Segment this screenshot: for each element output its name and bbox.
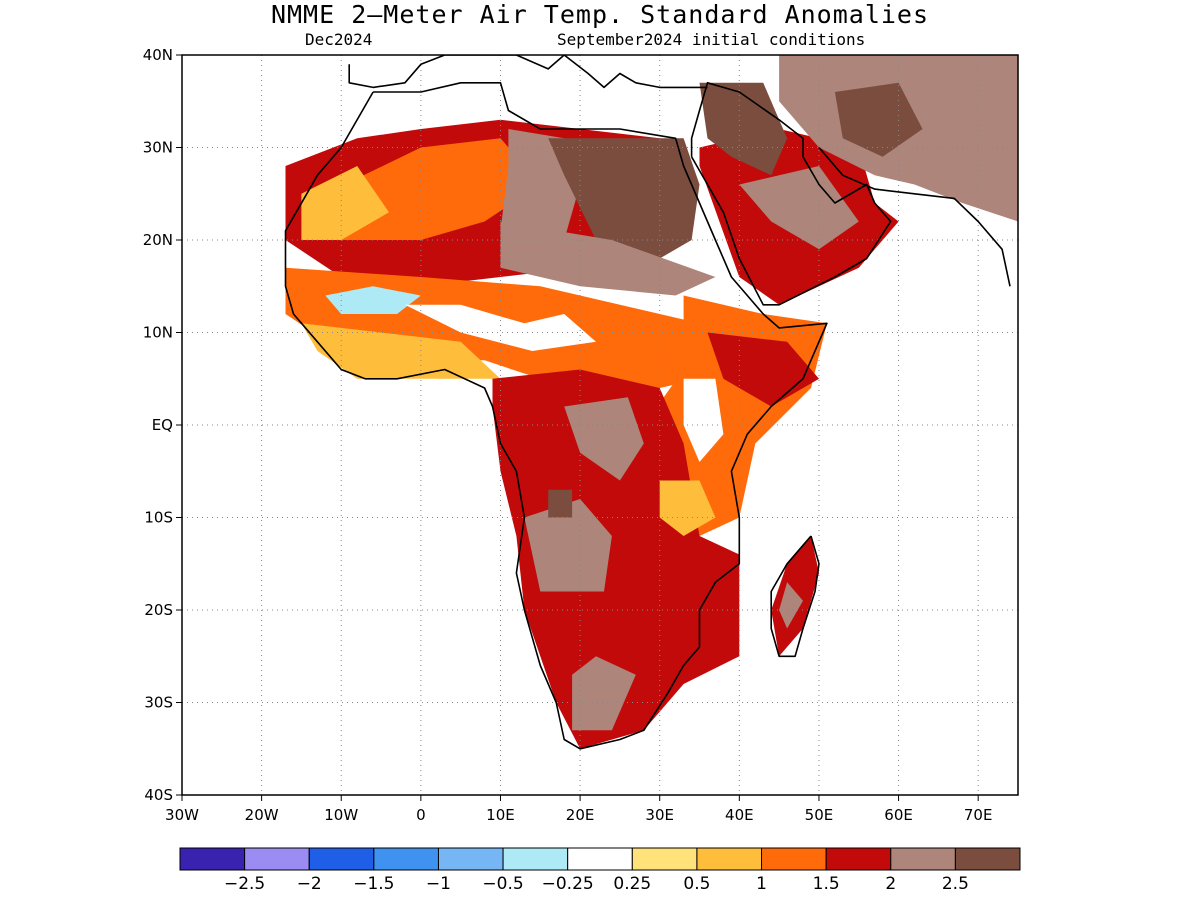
- lon-tick-label: 30E: [645, 806, 674, 824]
- anomaly-region-kenya-white: [683, 378, 724, 462]
- anomaly-region-horn-hot: [707, 332, 819, 407]
- anomaly-region-arabia-brown: [699, 82, 788, 176]
- anomaly-region-egypt-brown: [548, 138, 700, 259]
- colorbar-label: 0.25: [613, 874, 651, 894]
- anomaly-region-sahel-cool: [325, 286, 421, 314]
- anomaly-region-central-africa: [492, 369, 740, 749]
- lat-tick-label: 40N: [143, 46, 173, 64]
- anomaly-region-sahel-white: [404, 304, 596, 351]
- lon-tick-label: 10W: [324, 806, 358, 824]
- colorbar-label: −1.5: [353, 874, 394, 894]
- graticule: [182, 55, 1018, 795]
- anomaly-region-guinea-coast: [301, 323, 501, 379]
- anomaly-region-tanzania-light: [659, 480, 716, 536]
- lon-tick-label: 10E: [486, 806, 515, 824]
- colorbar: −2.5 −2 −1.5 −1 −0.5 −0.25 0.25 0.5 1 1.5 2 2.5: [179, 847, 1021, 894]
- colorbar-swatch: [437, 847, 504, 871]
- lat-tick-label: 40S: [144, 786, 173, 804]
- colorbar-swatch: [631, 847, 698, 871]
- colorbar-label: −0.5: [482, 874, 523, 894]
- lat-tick-label: 10N: [143, 324, 173, 342]
- colorbar-swatch: [179, 847, 246, 871]
- anomaly-region-northwest-light: [301, 166, 389, 240]
- colorbar-swatch: [502, 847, 569, 871]
- lon-tick-label: 70E: [964, 806, 993, 824]
- colorbar-label: 0.5: [683, 874, 710, 894]
- anomaly-region-south-hot: [572, 656, 636, 731]
- lat-tick-label: EQ: [152, 416, 173, 434]
- colorbar-swatch: [761, 847, 827, 871]
- forecast-month: Dec2024: [305, 30, 373, 49]
- colorbar-swatch: [890, 847, 956, 871]
- lon-tick-label: 20E: [566, 806, 595, 824]
- colorbar-label: −1: [426, 874, 451, 894]
- lat-tick-label: 20S: [144, 601, 173, 619]
- lat-tick-label: 30S: [144, 694, 173, 712]
- anomaly-region-congo-north-hot: [564, 397, 644, 481]
- colorbar-swatch: [373, 847, 439, 871]
- initial-conditions: September2024 initial conditions: [557, 30, 866, 49]
- colorbar-swatch: [244, 847, 310, 871]
- anomaly-region-chad-hot: [500, 221, 716, 296]
- colorbar-label: 2.5: [942, 874, 969, 894]
- colorbar-label: 1: [756, 874, 767, 894]
- colorbar-label: −2.5: [224, 874, 265, 894]
- colorbar-swatch: [567, 847, 633, 871]
- lat-tick-label: 10S: [144, 509, 173, 527]
- lon-tick-label: 50E: [805, 806, 834, 824]
- axis-ticks: 40N 30N 20N 10N EQ 10S 20S 30S 40S 30W 20W 10W 0 10E 2…: [143, 46, 993, 824]
- madagascar-coast-line: [770, 535, 820, 658]
- anomaly-region-iran-brown: [834, 82, 923, 157]
- anomaly-shading: [285, 55, 1018, 749]
- lon-tick-label: 30W: [165, 806, 199, 824]
- africa-coast-line: [284, 82, 828, 750]
- colorbar-label: −0.25: [542, 874, 594, 894]
- colorbar-swatch: [308, 847, 375, 871]
- lat-tick-label: 20N: [143, 231, 173, 249]
- lon-tick-label: 60E: [884, 806, 913, 824]
- colorbar-swatch: [696, 847, 763, 871]
- lat-tick-label: 30N: [143, 139, 173, 157]
- colorbar-label: 2: [885, 874, 896, 894]
- lon-tick-label: 40E: [725, 806, 754, 824]
- arabia-coast-line: [690, 82, 892, 306]
- lon-tick-label: 0: [416, 806, 426, 824]
- anomaly-region-arabia-hot: [739, 166, 859, 250]
- anomaly-region-madagascar-hot: [779, 582, 803, 629]
- colorbar-label: −2: [297, 874, 322, 894]
- map-title: NMME 2—Meter Air Temp. Standard Anomalie…: [270, 0, 930, 29]
- colorbar-swatch: [954, 847, 1021, 871]
- colorbar-swatch: [825, 847, 892, 871]
- iran-coast-line: [818, 146, 1011, 287]
- coastlines: [284, 55, 1011, 750]
- anomaly-region-angola-brown: [548, 489, 573, 518]
- europe-coast-line: [348, 55, 708, 89]
- colorbar-label: 1.5: [813, 874, 840, 894]
- lon-tick-label: 20W: [245, 806, 279, 824]
- anomaly-region-congo-hot: [524, 499, 612, 592]
